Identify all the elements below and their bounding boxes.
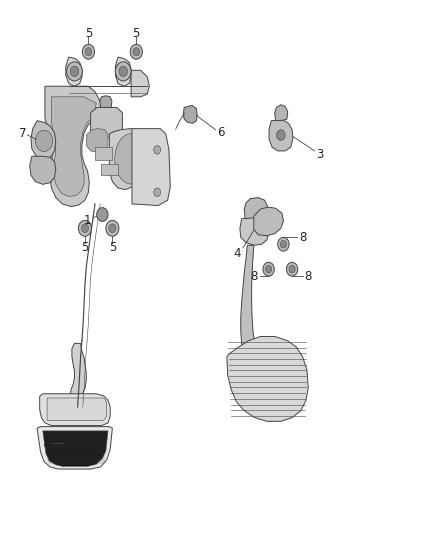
Circle shape xyxy=(106,220,119,236)
Polygon shape xyxy=(91,108,122,138)
Text: 8: 8 xyxy=(299,231,306,244)
Circle shape xyxy=(109,224,116,233)
Polygon shape xyxy=(254,207,283,236)
Circle shape xyxy=(85,47,92,56)
Polygon shape xyxy=(31,120,56,159)
Circle shape xyxy=(81,224,88,233)
Circle shape xyxy=(265,265,272,273)
Circle shape xyxy=(119,66,127,77)
Circle shape xyxy=(35,130,53,151)
Polygon shape xyxy=(227,336,308,421)
Circle shape xyxy=(78,220,92,236)
Text: 2: 2 xyxy=(42,436,49,449)
Circle shape xyxy=(70,66,79,77)
Circle shape xyxy=(289,265,295,273)
Polygon shape xyxy=(131,70,149,97)
Text: 6: 6 xyxy=(217,126,225,140)
Circle shape xyxy=(154,146,161,154)
Polygon shape xyxy=(45,86,101,207)
Text: 8: 8 xyxy=(250,270,258,282)
Polygon shape xyxy=(241,245,256,361)
Circle shape xyxy=(97,208,108,221)
Polygon shape xyxy=(86,128,108,152)
Polygon shape xyxy=(37,426,113,469)
Circle shape xyxy=(133,47,140,56)
Polygon shape xyxy=(66,57,82,86)
Circle shape xyxy=(276,130,285,140)
Polygon shape xyxy=(102,164,118,175)
Polygon shape xyxy=(269,120,293,151)
Polygon shape xyxy=(110,128,153,190)
Text: 1: 1 xyxy=(84,214,91,228)
Text: 8: 8 xyxy=(304,270,312,282)
Text: 5: 5 xyxy=(133,27,140,39)
Polygon shape xyxy=(244,198,268,219)
Circle shape xyxy=(82,44,95,59)
Text: 5: 5 xyxy=(85,27,92,39)
Text: 5: 5 xyxy=(109,241,116,254)
Polygon shape xyxy=(95,147,113,160)
Polygon shape xyxy=(30,156,56,184)
Text: 4: 4 xyxy=(233,247,241,260)
Text: 3: 3 xyxy=(316,148,324,160)
Polygon shape xyxy=(43,431,108,466)
Circle shape xyxy=(263,262,274,276)
Polygon shape xyxy=(51,97,96,197)
Ellipse shape xyxy=(115,134,148,184)
Circle shape xyxy=(130,44,142,59)
Polygon shape xyxy=(70,343,86,400)
Circle shape xyxy=(278,237,289,251)
Text: 5: 5 xyxy=(81,241,88,254)
Circle shape xyxy=(286,262,298,276)
Text: 7: 7 xyxy=(18,127,26,140)
Polygon shape xyxy=(100,96,112,108)
Circle shape xyxy=(67,62,82,81)
Polygon shape xyxy=(132,128,170,206)
Polygon shape xyxy=(275,105,288,120)
Polygon shape xyxy=(240,216,269,245)
Polygon shape xyxy=(184,106,197,123)
Circle shape xyxy=(116,62,131,81)
Polygon shape xyxy=(40,394,110,425)
Polygon shape xyxy=(116,57,131,86)
Circle shape xyxy=(154,188,161,197)
Circle shape xyxy=(280,240,286,248)
Polygon shape xyxy=(47,398,107,420)
